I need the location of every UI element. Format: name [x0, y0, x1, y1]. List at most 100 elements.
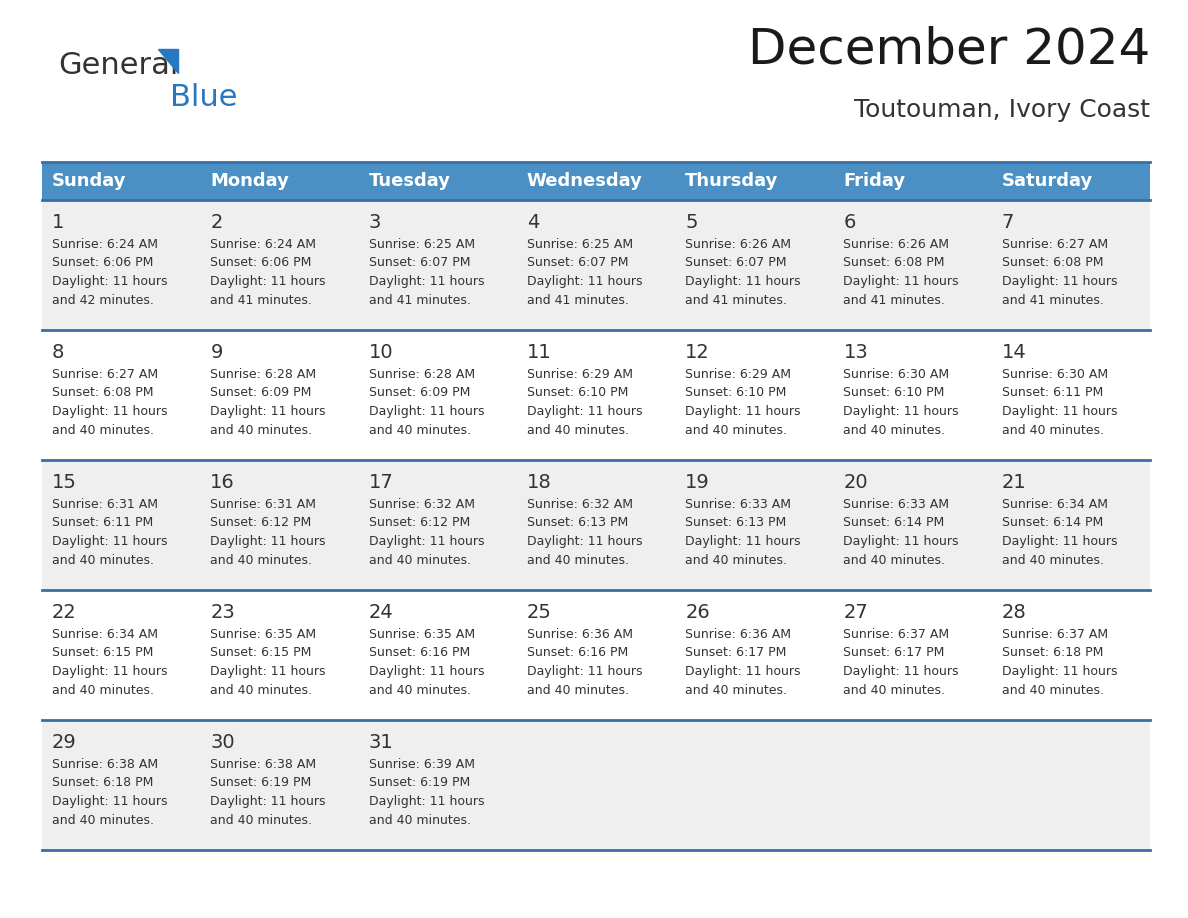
Text: Sunset: 6:10 PM: Sunset: 6:10 PM — [526, 386, 628, 399]
Text: and 40 minutes.: and 40 minutes. — [52, 685, 154, 698]
Text: Sunrise: 6:25 AM: Sunrise: 6:25 AM — [526, 238, 633, 251]
Text: Daylight: 11 hours: Daylight: 11 hours — [1001, 275, 1117, 288]
Bar — [834, 162, 992, 200]
Polygon shape — [158, 49, 178, 73]
Text: Sunset: 6:13 PM: Sunset: 6:13 PM — [685, 517, 786, 530]
Text: 24: 24 — [368, 602, 393, 621]
Text: and 40 minutes.: and 40 minutes. — [52, 554, 154, 567]
Text: Sunset: 6:15 PM: Sunset: 6:15 PM — [210, 646, 311, 659]
Text: Friday: Friday — [843, 172, 905, 190]
Text: Sunset: 6:07 PM: Sunset: 6:07 PM — [526, 256, 628, 270]
Text: Sunrise: 6:28 AM: Sunrise: 6:28 AM — [210, 367, 316, 380]
Text: 16: 16 — [210, 473, 235, 491]
Bar — [675, 162, 834, 200]
Text: 27: 27 — [843, 602, 868, 621]
Text: Sunset: 6:12 PM: Sunset: 6:12 PM — [368, 517, 469, 530]
Text: Sunset: 6:09 PM: Sunset: 6:09 PM — [368, 386, 470, 399]
Text: and 41 minutes.: and 41 minutes. — [210, 295, 312, 308]
Text: Daylight: 11 hours: Daylight: 11 hours — [368, 666, 484, 678]
Text: Sunset: 6:14 PM: Sunset: 6:14 PM — [1001, 517, 1102, 530]
Text: Daylight: 11 hours: Daylight: 11 hours — [685, 406, 801, 419]
Text: Daylight: 11 hours: Daylight: 11 hours — [52, 666, 168, 678]
Text: Daylight: 11 hours: Daylight: 11 hours — [52, 275, 168, 288]
Text: and 40 minutes.: and 40 minutes. — [210, 554, 312, 567]
Text: 15: 15 — [52, 473, 77, 491]
Text: December 2024: December 2024 — [747, 26, 1150, 74]
Bar — [42, 590, 1150, 720]
Text: and 40 minutes.: and 40 minutes. — [685, 554, 788, 567]
Text: Sunset: 6:15 PM: Sunset: 6:15 PM — [52, 646, 153, 659]
Bar — [992, 162, 1150, 200]
Text: and 40 minutes.: and 40 minutes. — [843, 424, 946, 438]
Text: Daylight: 11 hours: Daylight: 11 hours — [368, 406, 484, 419]
Text: Sunrise: 6:38 AM: Sunrise: 6:38 AM — [52, 757, 158, 770]
Text: Daylight: 11 hours: Daylight: 11 hours — [685, 535, 801, 548]
Text: Sunset: 6:18 PM: Sunset: 6:18 PM — [1001, 646, 1104, 659]
Text: Sunrise: 6:31 AM: Sunrise: 6:31 AM — [52, 498, 158, 510]
Text: Sunset: 6:07 PM: Sunset: 6:07 PM — [368, 256, 470, 270]
Text: Monday: Monday — [210, 172, 289, 190]
Text: Sunset: 6:08 PM: Sunset: 6:08 PM — [843, 256, 944, 270]
Text: Sunrise: 6:36 AM: Sunrise: 6:36 AM — [685, 628, 791, 641]
Text: Sunset: 6:11 PM: Sunset: 6:11 PM — [1001, 386, 1102, 399]
Text: 29: 29 — [52, 733, 77, 752]
Text: and 40 minutes.: and 40 minutes. — [526, 685, 628, 698]
Text: Sunrise: 6:35 AM: Sunrise: 6:35 AM — [368, 628, 475, 641]
Text: Sunday: Sunday — [52, 172, 126, 190]
Text: Daylight: 11 hours: Daylight: 11 hours — [526, 535, 643, 548]
Text: Daylight: 11 hours: Daylight: 11 hours — [526, 275, 643, 288]
Text: Sunset: 6:06 PM: Sunset: 6:06 PM — [210, 256, 311, 270]
Text: and 40 minutes.: and 40 minutes. — [685, 424, 788, 438]
Text: 31: 31 — [368, 733, 393, 752]
Text: Daylight: 11 hours: Daylight: 11 hours — [685, 275, 801, 288]
Text: and 40 minutes.: and 40 minutes. — [368, 814, 470, 827]
Text: and 41 minutes.: and 41 minutes. — [685, 295, 786, 308]
Text: Sunset: 6:06 PM: Sunset: 6:06 PM — [52, 256, 153, 270]
Text: 7: 7 — [1001, 212, 1015, 231]
Text: Sunset: 6:11 PM: Sunset: 6:11 PM — [52, 517, 153, 530]
Bar — [42, 330, 1150, 460]
Text: and 40 minutes.: and 40 minutes. — [843, 685, 946, 698]
Text: 13: 13 — [843, 342, 868, 362]
Text: Daylight: 11 hours: Daylight: 11 hours — [1001, 535, 1117, 548]
Text: 22: 22 — [52, 602, 77, 621]
Text: Sunrise: 6:30 AM: Sunrise: 6:30 AM — [843, 367, 949, 380]
Text: Daylight: 11 hours: Daylight: 11 hours — [368, 535, 484, 548]
Text: Sunset: 6:12 PM: Sunset: 6:12 PM — [210, 517, 311, 530]
Text: Daylight: 11 hours: Daylight: 11 hours — [843, 535, 959, 548]
Text: and 40 minutes.: and 40 minutes. — [1001, 424, 1104, 438]
Text: Sunrise: 6:24 AM: Sunrise: 6:24 AM — [210, 238, 316, 251]
Text: 4: 4 — [526, 212, 539, 231]
Text: Sunset: 6:08 PM: Sunset: 6:08 PM — [52, 386, 153, 399]
Text: Sunrise: 6:35 AM: Sunrise: 6:35 AM — [210, 628, 316, 641]
Text: Daylight: 11 hours: Daylight: 11 hours — [526, 406, 643, 419]
Text: and 40 minutes.: and 40 minutes. — [526, 554, 628, 567]
Text: Thursday: Thursday — [685, 172, 778, 190]
Text: Daylight: 11 hours: Daylight: 11 hours — [1001, 666, 1117, 678]
Text: Daylight: 11 hours: Daylight: 11 hours — [210, 796, 326, 809]
Text: Sunrise: 6:29 AM: Sunrise: 6:29 AM — [685, 367, 791, 380]
Text: Daylight: 11 hours: Daylight: 11 hours — [210, 535, 326, 548]
Text: 19: 19 — [685, 473, 710, 491]
Text: Sunrise: 6:32 AM: Sunrise: 6:32 AM — [526, 498, 633, 510]
Text: Saturday: Saturday — [1001, 172, 1093, 190]
Text: Sunrise: 6:37 AM: Sunrise: 6:37 AM — [1001, 628, 1108, 641]
Text: and 40 minutes.: and 40 minutes. — [52, 424, 154, 438]
Text: Daylight: 11 hours: Daylight: 11 hours — [368, 275, 484, 288]
Text: and 40 minutes.: and 40 minutes. — [368, 685, 470, 698]
Text: and 40 minutes.: and 40 minutes. — [210, 814, 312, 827]
Text: and 41 minutes.: and 41 minutes. — [1001, 295, 1104, 308]
Text: 23: 23 — [210, 602, 235, 621]
Text: 1: 1 — [52, 212, 64, 231]
Text: Daylight: 11 hours: Daylight: 11 hours — [210, 406, 326, 419]
Text: 18: 18 — [526, 473, 551, 491]
Text: Sunset: 6:14 PM: Sunset: 6:14 PM — [843, 517, 944, 530]
Text: 10: 10 — [368, 342, 393, 362]
Text: Daylight: 11 hours: Daylight: 11 hours — [52, 796, 168, 809]
Text: and 40 minutes.: and 40 minutes. — [685, 685, 788, 698]
Text: Sunrise: 6:26 AM: Sunrise: 6:26 AM — [685, 238, 791, 251]
Text: Sunrise: 6:34 AM: Sunrise: 6:34 AM — [52, 628, 158, 641]
Text: Sunrise: 6:31 AM: Sunrise: 6:31 AM — [210, 498, 316, 510]
Text: Daylight: 11 hours: Daylight: 11 hours — [52, 535, 168, 548]
Text: Daylight: 11 hours: Daylight: 11 hours — [526, 666, 643, 678]
